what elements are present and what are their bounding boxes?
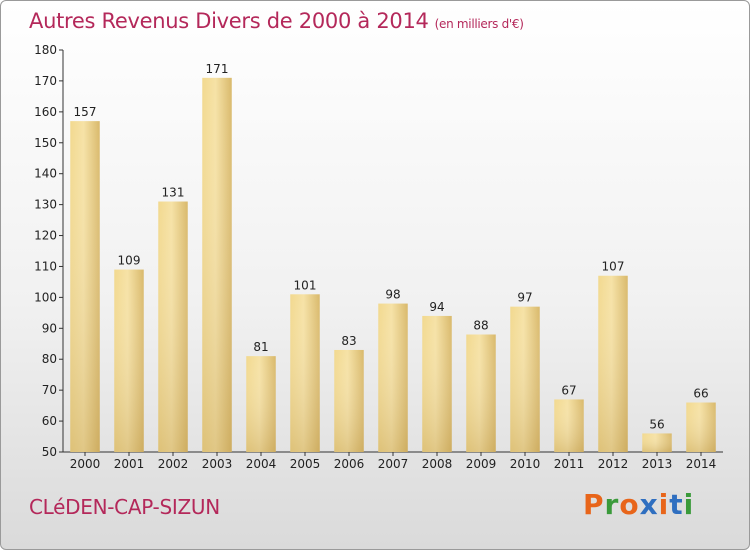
- y-tick-label: 160: [34, 105, 57, 119]
- x-tick-label: 2004: [246, 457, 277, 471]
- y-tick-label: 80: [42, 352, 57, 366]
- y-tick-label: 120: [34, 229, 57, 243]
- logo-letter: r: [604, 488, 620, 521]
- x-tick-label: 2000: [70, 457, 101, 471]
- bar-value-label: 66: [693, 387, 708, 401]
- bars: 157 109 131 171 81 101 83 98 94 88 97 67 107 56 66: [70, 62, 716, 452]
- x-tick-label: 2010: [510, 457, 541, 471]
- bar-value-label: 131: [162, 186, 185, 200]
- x-tick-label: 2014: [686, 457, 717, 471]
- y-tick-label: 100: [34, 290, 57, 304]
- x-tick-label: 2002: [158, 457, 189, 471]
- chart-unit: (en milliers d'€): [434, 17, 524, 31]
- y-tick-label: 90: [42, 321, 57, 335]
- commune-name: CLéDEN-CAP-SIZUN: [29, 495, 220, 519]
- y-tick-label: 130: [34, 198, 57, 212]
- bar-shade: [378, 303, 408, 452]
- y-tick-label: 150: [34, 136, 57, 150]
- logo-letter: i: [683, 488, 695, 521]
- logo-letter: t: [669, 488, 684, 521]
- bar-shade: [554, 399, 584, 452]
- bar-shade: [422, 315, 452, 452]
- bar-shade: [686, 402, 716, 452]
- bar-value-label: 81: [253, 340, 268, 354]
- bar-shade: [466, 334, 496, 452]
- bar-shade: [334, 349, 364, 452]
- bar-shade: [246, 356, 276, 452]
- x-tick-label: 2006: [334, 457, 365, 471]
- bar-shade: [158, 201, 188, 452]
- bar-value-label: 67: [561, 383, 576, 397]
- bar-value-label: 171: [206, 62, 229, 76]
- x-tick-label: 2013: [642, 457, 673, 471]
- bar-value-label: 88: [473, 318, 488, 332]
- y-tick-label: 140: [34, 167, 57, 181]
- bar-shade: [202, 77, 232, 452]
- proxiti-logo[interactable]: Proxiti: [583, 488, 694, 521]
- chart-title-text: Autres Revenus Divers de 2000 à 2014: [29, 9, 429, 33]
- logo-letter: i: [658, 488, 670, 521]
- bar-value-label: 109: [118, 254, 141, 268]
- y-tick-label: 180: [34, 43, 57, 57]
- bar-value-label: 94: [429, 300, 444, 314]
- bar-shade: [510, 306, 540, 452]
- x-tick-label: 2005: [290, 457, 321, 471]
- y-tick-label: 60: [42, 414, 57, 428]
- axes: 50 60 70 80 90 100 110 120 130 140 150 160 170 180 200…: [34, 43, 723, 471]
- bar-value-label: 101: [294, 278, 317, 292]
- x-tick-label: 2001: [114, 457, 145, 471]
- x-tick-label: 2011: [554, 457, 585, 471]
- x-tick-label: 2012: [598, 457, 629, 471]
- chart-title: Autres Revenus Divers de 2000 à 2014 (en …: [29, 9, 524, 33]
- bar-value-label: 107: [602, 260, 625, 274]
- bar-value-label: 98: [385, 288, 400, 302]
- bar-value-label: 56: [649, 417, 664, 431]
- bar-shade: [598, 275, 628, 452]
- bar-shade: [642, 433, 672, 452]
- y-tick-label: 70: [42, 383, 57, 397]
- y-tick-label: 170: [34, 74, 57, 88]
- bar-shade: [114, 269, 144, 452]
- bar-shade: [290, 294, 320, 452]
- y-tick-label: 50: [42, 445, 57, 459]
- logo-letter: x: [639, 488, 659, 521]
- x-tick-label: 2009: [466, 457, 497, 471]
- y-tick-label: 110: [34, 259, 57, 273]
- x-tick-label: 2007: [378, 457, 409, 471]
- bar-value-label: 83: [341, 334, 356, 348]
- bar-value-label: 97: [517, 291, 532, 305]
- logo-letter: o: [619, 488, 640, 521]
- x-tick-label: 2003: [202, 457, 233, 471]
- logo-letter: P: [583, 488, 605, 521]
- x-tick-label: 2008: [422, 457, 453, 471]
- bar-shade: [70, 121, 100, 452]
- bar-value-label: 157: [74, 105, 97, 119]
